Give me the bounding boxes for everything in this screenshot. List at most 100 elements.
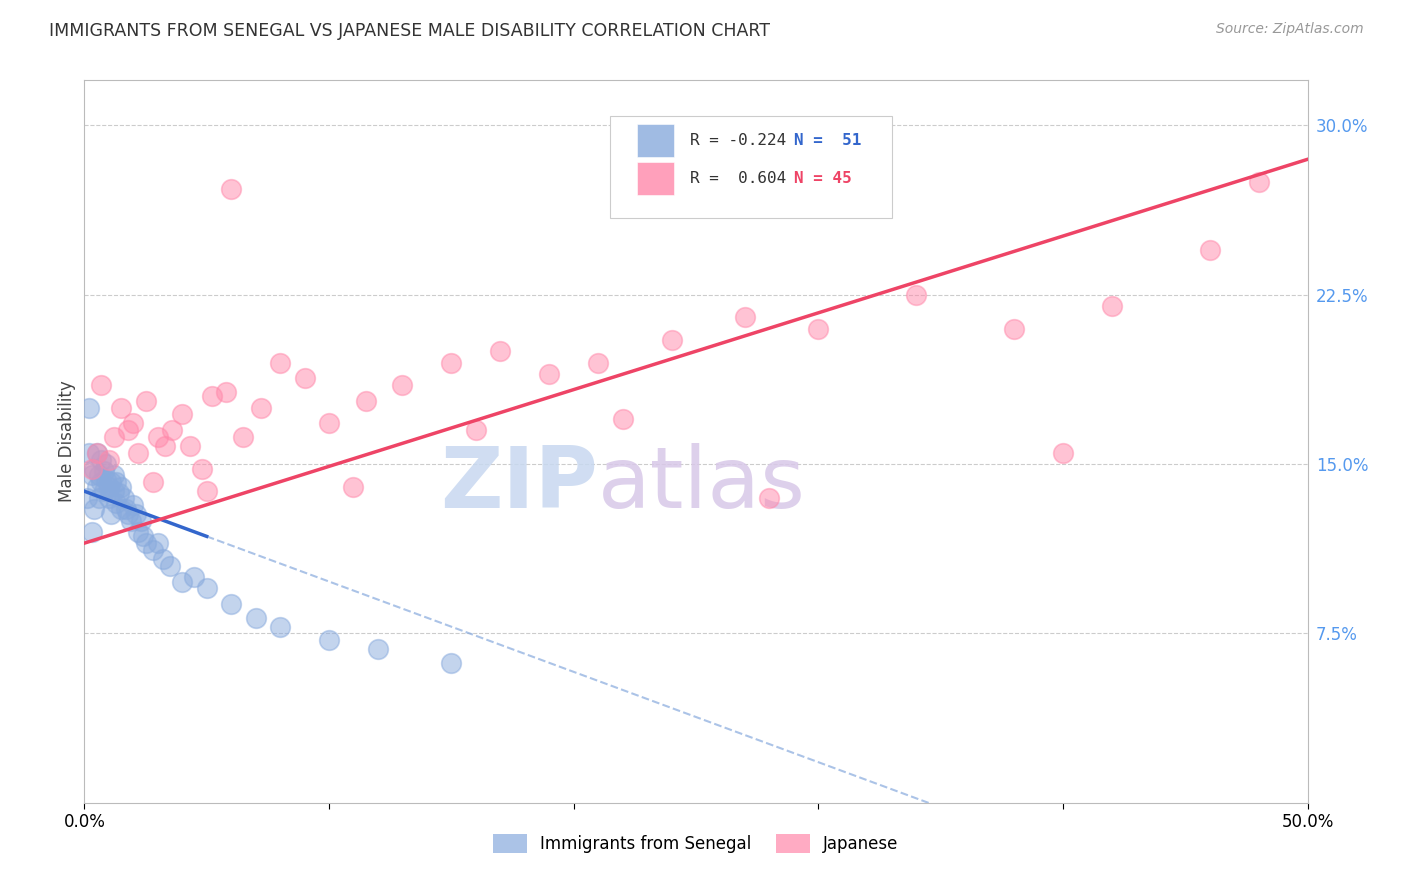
Text: Source: ZipAtlas.com: Source: ZipAtlas.com xyxy=(1216,22,1364,37)
Text: R = -0.224: R = -0.224 xyxy=(690,133,786,148)
Point xyxy=(159,558,181,573)
Point xyxy=(135,536,157,550)
Point xyxy=(146,536,169,550)
Point xyxy=(127,446,149,460)
Point xyxy=(342,480,364,494)
Point xyxy=(105,495,128,509)
Point xyxy=(97,491,120,505)
Point xyxy=(191,461,214,475)
Point xyxy=(215,384,238,399)
Point xyxy=(318,417,340,431)
Point xyxy=(391,378,413,392)
Point xyxy=(96,457,118,471)
Point xyxy=(232,430,254,444)
Point xyxy=(103,468,125,483)
Point xyxy=(127,524,149,539)
Point xyxy=(122,417,145,431)
Point xyxy=(86,446,108,460)
Point xyxy=(146,430,169,444)
Point xyxy=(129,514,152,528)
Point xyxy=(107,486,129,500)
Point xyxy=(125,507,148,521)
Point xyxy=(93,484,115,499)
Point xyxy=(110,480,132,494)
FancyBboxPatch shape xyxy=(637,162,673,194)
Point xyxy=(132,529,155,543)
Point xyxy=(1247,175,1270,189)
Text: N = 45: N = 45 xyxy=(794,171,852,186)
Point xyxy=(661,333,683,347)
Point xyxy=(219,181,242,195)
Point xyxy=(76,491,98,505)
Point xyxy=(83,502,105,516)
Point xyxy=(195,582,218,596)
Point xyxy=(440,656,463,670)
Point xyxy=(219,597,242,611)
Point xyxy=(807,321,830,335)
Point xyxy=(734,310,756,325)
Point xyxy=(152,552,174,566)
Point xyxy=(172,408,194,422)
Point xyxy=(87,468,110,483)
Point xyxy=(1101,299,1123,313)
Point xyxy=(249,401,271,415)
Point xyxy=(100,475,122,490)
Point xyxy=(80,461,103,475)
Y-axis label: Male Disability: Male Disability xyxy=(58,381,76,502)
Point xyxy=(179,439,201,453)
Point xyxy=(100,507,122,521)
Point xyxy=(142,542,165,557)
Point xyxy=(162,423,184,437)
Point xyxy=(440,355,463,369)
Point xyxy=(489,344,512,359)
Point xyxy=(120,514,142,528)
Point xyxy=(83,461,105,475)
Point xyxy=(318,633,340,648)
Point xyxy=(354,393,377,408)
Point xyxy=(110,401,132,415)
Point xyxy=(1198,243,1220,257)
Point xyxy=(117,423,139,437)
Text: ZIP: ZIP xyxy=(440,443,598,526)
Point xyxy=(269,620,291,634)
Point xyxy=(135,393,157,408)
Point xyxy=(77,401,100,415)
Point xyxy=(200,389,222,403)
Point xyxy=(294,371,316,385)
Point xyxy=(172,574,194,589)
Text: R =  0.604: R = 0.604 xyxy=(690,171,786,186)
Point xyxy=(117,507,139,521)
Point xyxy=(1002,321,1025,335)
Point xyxy=(464,423,486,437)
Text: atlas: atlas xyxy=(598,443,806,526)
Point xyxy=(195,484,218,499)
Point xyxy=(758,491,780,505)
Point xyxy=(245,610,267,624)
Point xyxy=(87,491,110,505)
Point xyxy=(367,642,389,657)
Point xyxy=(103,484,125,499)
Point xyxy=(112,491,135,505)
Point xyxy=(93,464,115,478)
FancyBboxPatch shape xyxy=(637,124,673,157)
Point xyxy=(90,378,112,392)
Point xyxy=(612,412,634,426)
Point xyxy=(77,446,100,460)
Text: IMMIGRANTS FROM SENEGAL VS JAPANESE MALE DISABILITY CORRELATION CHART: IMMIGRANTS FROM SENEGAL VS JAPANESE MALE… xyxy=(49,22,770,40)
Point xyxy=(103,430,125,444)
Point xyxy=(142,475,165,490)
Point xyxy=(96,473,118,487)
Point xyxy=(86,480,108,494)
Point xyxy=(80,468,103,483)
FancyBboxPatch shape xyxy=(610,117,891,218)
Point xyxy=(183,570,205,584)
Point xyxy=(586,355,609,369)
Point xyxy=(97,480,120,494)
Point xyxy=(86,446,108,460)
Point xyxy=(97,452,120,467)
Legend: Immigrants from Senegal, Japanese: Immigrants from Senegal, Japanese xyxy=(486,827,905,860)
Point xyxy=(153,439,176,453)
Point xyxy=(80,524,103,539)
Point xyxy=(90,475,112,490)
Point xyxy=(90,452,112,467)
